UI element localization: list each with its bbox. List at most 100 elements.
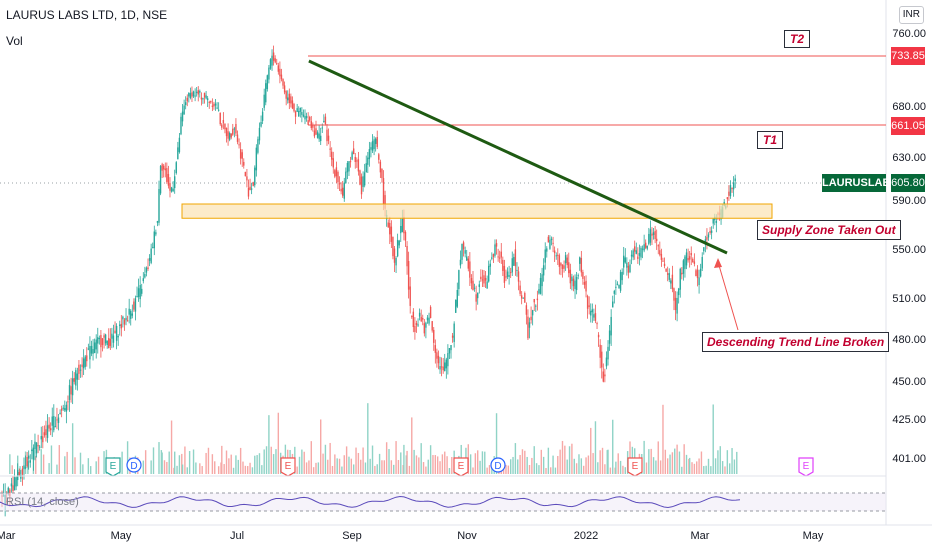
- volume-bar: [50, 445, 53, 474]
- candle-body: [491, 257, 493, 259]
- volume-bar: [230, 454, 232, 474]
- volume-bar: [239, 447, 242, 474]
- candle-body: [660, 253, 663, 260]
- candle-body: [590, 310, 592, 316]
- volume-bar: [144, 450, 147, 474]
- volume-bar: [348, 456, 350, 474]
- y-tick-label: 425.00: [892, 414, 926, 426]
- candle-body: [481, 279, 484, 281]
- candle-body: [219, 112, 221, 125]
- volume-bar: [717, 450, 719, 474]
- candle-body: [307, 120, 309, 125]
- candle-body: [426, 317, 429, 321]
- candle-body: [324, 116, 327, 125]
- candle-body: [602, 371, 605, 382]
- candle-body: [731, 187, 733, 189]
- annotation-arrowhead: [714, 258, 722, 268]
- volume-bar: [254, 455, 256, 474]
- volume-bar: [678, 451, 681, 474]
- candle-body: [101, 338, 104, 345]
- volume-bar: [247, 466, 249, 474]
- candle-body: [684, 256, 686, 269]
- volume-bar: [310, 441, 312, 474]
- volume-bar: [571, 443, 573, 474]
- candle-body: [486, 281, 488, 289]
- candle-body: [558, 255, 561, 267]
- candle-body: [265, 83, 267, 103]
- candle-body: [90, 345, 93, 354]
- volume-bar: [397, 459, 400, 474]
- candle-body: [701, 257, 703, 269]
- volume-bar: [568, 446, 571, 474]
- candle-body: [613, 290, 615, 294]
- y-tick-label: 450.00: [892, 376, 926, 388]
- candle-body: [546, 248, 548, 252]
- candle-body: [458, 270, 460, 290]
- candle-body: [547, 236, 550, 243]
- candle-body: [254, 167, 256, 186]
- volume-bar: [526, 456, 528, 474]
- volume-bar: [617, 453, 619, 474]
- candle-body: [398, 240, 400, 246]
- candle-body: [637, 256, 639, 259]
- volume-bar: [721, 461, 724, 474]
- y-tick-label: 401.00: [892, 453, 926, 465]
- volume-bar: [474, 453, 477, 474]
- volume-bar: [79, 452, 82, 474]
- candle-body: [585, 280, 587, 292]
- candle-body: [349, 161, 352, 163]
- candle-body: [561, 264, 564, 269]
- candle-body: [568, 262, 570, 274]
- candle-body: [663, 263, 666, 267]
- candle-body: [250, 188, 253, 190]
- candle-body: [378, 154, 380, 160]
- candle-body: [31, 449, 33, 452]
- y-tick-label: 590.00: [892, 195, 926, 207]
- volume-bar: [362, 447, 364, 474]
- candle-body: [395, 258, 397, 266]
- volume-bar: [272, 454, 275, 474]
- candle-body: [59, 412, 61, 415]
- volume-bar: [244, 465, 247, 474]
- candle-body: [54, 426, 57, 428]
- volume-bar: [538, 465, 540, 474]
- candle-body: [710, 230, 713, 233]
- y-tick-label: 760.00: [892, 28, 926, 40]
- volume-bar: [235, 455, 237, 474]
- candle-body: [43, 432, 46, 436]
- candle-body: [232, 128, 234, 135]
- candle-body: [163, 165, 165, 170]
- candle-body: [583, 281, 586, 285]
- candle-body: [326, 129, 328, 142]
- volume-bar: [671, 452, 674, 474]
- volume-bar: [521, 449, 524, 474]
- volume-bar: [217, 466, 220, 474]
- price-axis: [886, 0, 932, 525]
- candle-body: [692, 258, 694, 263]
- volume-bar: [559, 449, 561, 474]
- volume-bar: [444, 451, 446, 474]
- rsi-line: [0, 495, 741, 509]
- candle-body: [528, 322, 531, 328]
- candle-body: [108, 337, 110, 348]
- candle-body: [599, 344, 601, 358]
- supply-zone-annotation: Supply Zone Taken Out: [757, 220, 901, 240]
- volume-bar: [434, 455, 437, 474]
- last-price-tag: 605.80: [891, 174, 925, 192]
- candle-body: [167, 173, 170, 186]
- candle-body: [122, 316, 124, 320]
- t2-price-tag: 733.85: [891, 47, 925, 65]
- candle-body: [696, 269, 699, 279]
- currency-button[interactable]: INR: [898, 6, 924, 24]
- candle-body: [345, 171, 347, 184]
- volume-bar: [256, 455, 258, 474]
- candle-body: [112, 335, 115, 343]
- candle-body: [246, 176, 248, 181]
- candle-body: [114, 330, 116, 334]
- candle-body: [225, 127, 228, 137]
- candle-body: [673, 288, 675, 301]
- candle-body: [84, 356, 86, 367]
- volume-bar: [364, 462, 367, 474]
- candle-body: [582, 272, 584, 279]
